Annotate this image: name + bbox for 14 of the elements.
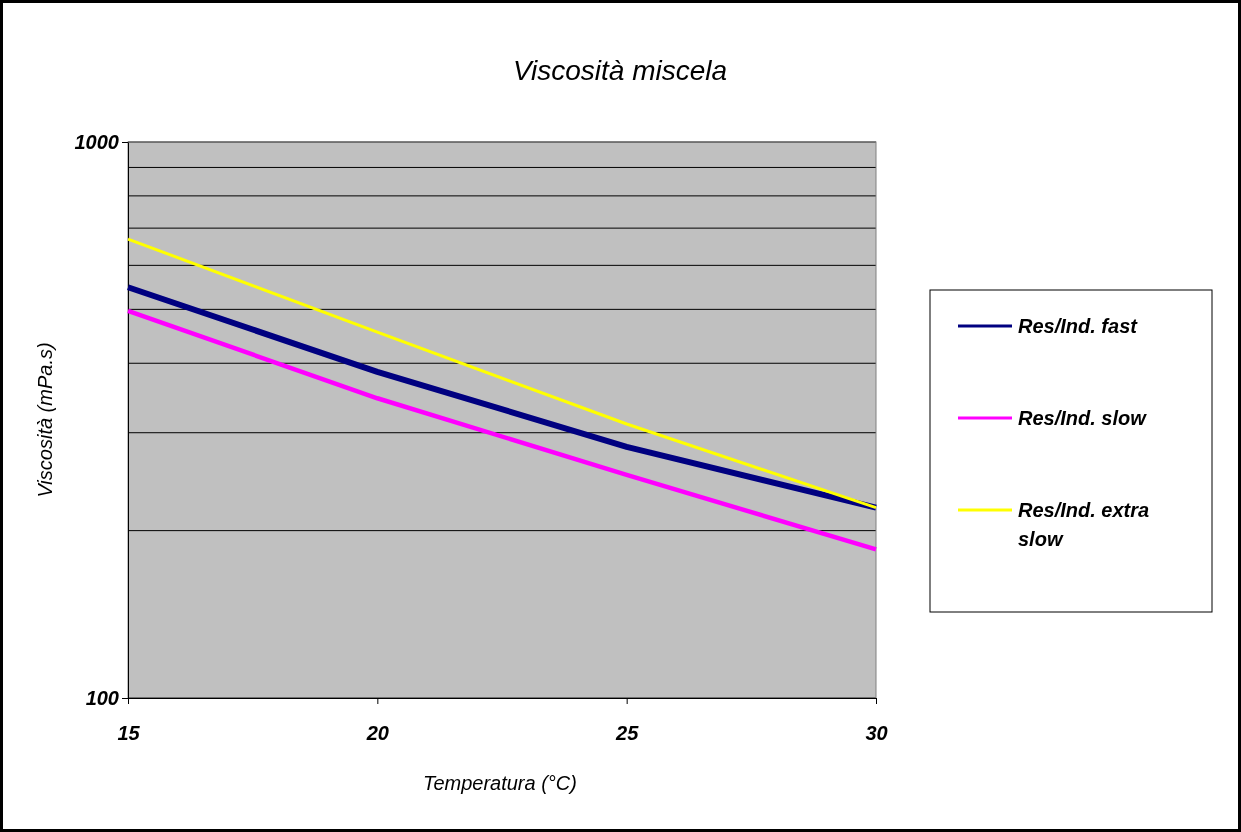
x-tick-label: 30: [865, 722, 888, 745]
x-tick-label: 25: [615, 722, 640, 745]
line-series: [126, 237, 878, 510]
x-axis-title: Temperatura (°C): [423, 772, 577, 794]
line-series: [125, 308, 879, 552]
y-tick-label: 100: [85, 686, 119, 709]
legend-label: Res/Ind. slow: [1018, 407, 1148, 429]
x-tick-label: 20: [365, 722, 389, 745]
y-tick-label: 1000: [74, 130, 119, 153]
y-axis-title: Viscosità (mPa.s): [34, 342, 56, 498]
legend-label: Res/Ind. extra slow: [1018, 499, 1150, 550]
x-tick-label: 15: [117, 722, 141, 745]
chart-title: Viscosità miscela: [512, 55, 728, 86]
legend-label: Res/Ind. fast: [1018, 315, 1139, 337]
